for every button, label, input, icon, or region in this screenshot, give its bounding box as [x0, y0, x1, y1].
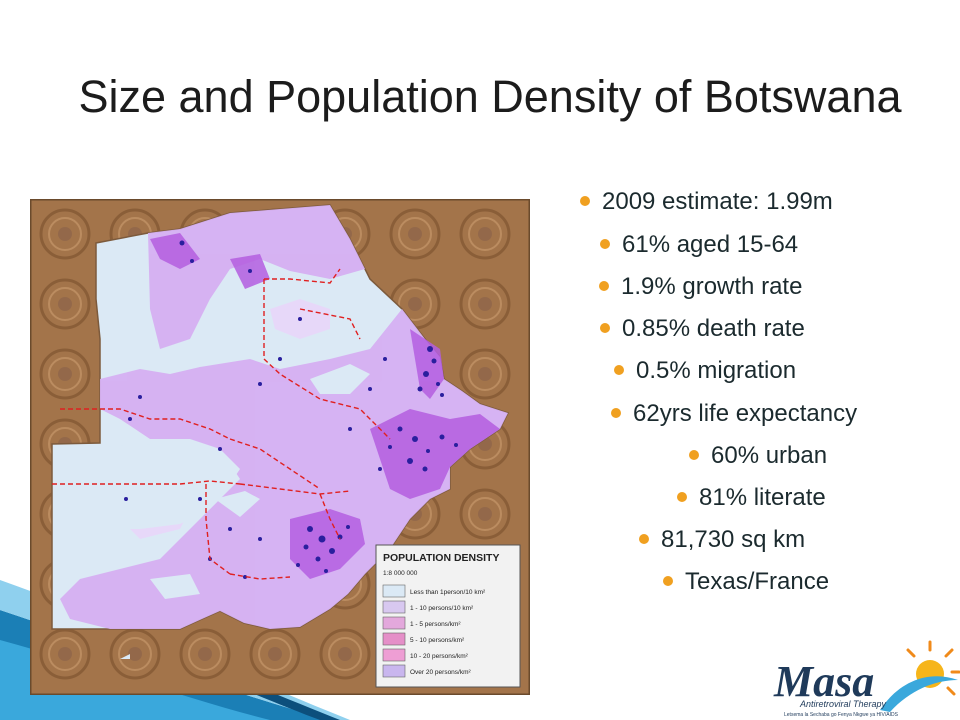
bullet-text: 0.85% death rate [622, 315, 805, 342]
bullet-dot-icon [614, 364, 624, 375]
logo-subtitle: Antiretroviral Therapy [799, 699, 887, 709]
slide-title: Size and Population Density of Botswana [78, 71, 902, 122]
bullet-item: 61% aged 15-64 [600, 231, 798, 259]
bullet-dot-icon [611, 407, 621, 418]
legend-swatch [382, 600, 406, 614]
bullet-text: 0.5% migration [636, 357, 797, 384]
district-boundaries [52, 268, 391, 580]
bullet-item: 81,730 sq km [639, 526, 805, 554]
bullet-dot-icon [639, 533, 649, 544]
legend-label: Less than 1person/10 km² [410, 589, 486, 596]
settlement-dots [124, 240, 458, 579]
legend-scale: 1:8 000 000 [383, 570, 418, 577]
bullet-dot-icon [689, 449, 699, 460]
legend-swatch [382, 616, 406, 630]
legend-label: 1 - 5 persons/km² [410, 621, 461, 628]
bullet-item: 81% literate [677, 484, 826, 512]
bullet-item: 60% urban [689, 442, 827, 470]
legend-label: Over 20 persons/km² [410, 669, 472, 676]
logo-name: Masa [773, 657, 874, 706]
bullet-text: 62yrs life expectancy [633, 400, 858, 427]
bullet-dot-icon [599, 280, 609, 291]
legend-title: POPULATION DENSITY [383, 552, 499, 564]
bullet-text: 81,730 sq km [661, 526, 806, 553]
bullet-item: Texas/France [663, 568, 829, 596]
logo-swoosh [880, 676, 958, 712]
bullet-text: 61% aged 15-64 [622, 231, 799, 258]
masa-logo: Masa Antiretroviral Therapy Letsema la S… [773, 640, 960, 718]
legend-swatch [382, 664, 406, 678]
bullet-text: 1.9% growth rate [621, 273, 803, 300]
legend-swatch [382, 648, 406, 662]
bullet-text: 81% literate [699, 484, 826, 511]
map-legend: POPULATION DENSITY 1:8 000 000 Less than… [375, 544, 521, 688]
legend-swatch [382, 584, 406, 598]
bullet-item: 62yrs life expectancy [611, 400, 857, 428]
bullet-dot-icon [600, 238, 610, 249]
legend-label: 5 - 10 persons/km² [410, 637, 465, 644]
legend-swatch [382, 632, 406, 646]
bullet-text: 2009 estimate: 1.99m [602, 188, 833, 215]
density-low [60, 364, 370, 659]
bullet-item: 0.85% death rate [600, 315, 805, 343]
bullet-item: 2009 estimate: 1.99m [580, 188, 833, 216]
legend-label: 1 - 10 persons/10 km² [410, 605, 474, 612]
bullet-dot-icon [600, 322, 610, 333]
bullet-item: 0.5% migration [614, 357, 796, 385]
logo-tagline: Letsema la Sechaba go Fenya Nkgwe ya HIV… [784, 712, 899, 718]
bullet-text: 60% urban [711, 442, 828, 469]
bullet-dot-icon [677, 491, 687, 502]
bullet-item: 1.9% growth rate [599, 273, 802, 301]
bullet-dot-icon [663, 575, 673, 586]
bullet-text: Texas/France [685, 568, 830, 595]
botswana-population-density-map: POPULATION DENSITY 1:8 000 000 Less than… [30, 199, 530, 695]
bullet-dot-icon [580, 195, 590, 206]
legend-label: 10 - 20 persons/km² [410, 653, 469, 660]
